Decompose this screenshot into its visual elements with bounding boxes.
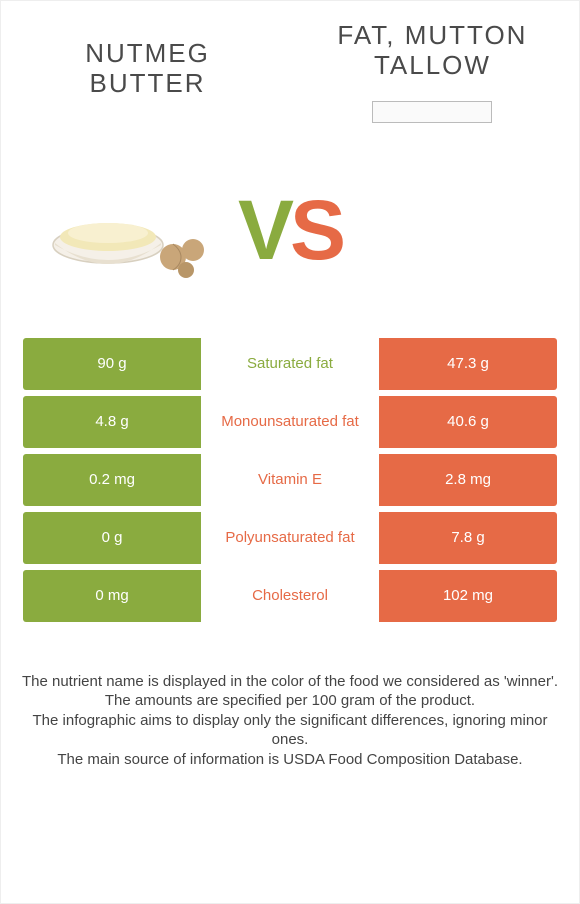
food-image-left xyxy=(38,170,218,290)
nutrient-name: Cholesterol xyxy=(201,570,379,622)
table-row: 0 g Polyunsaturated fat 7.8 g xyxy=(23,512,557,564)
note-line: The main source of information is USDA F… xyxy=(21,750,559,770)
right-value: 102 mg xyxy=(379,570,557,622)
right-value: 7.8 g xyxy=(379,512,557,564)
table-row: 0 mg Cholesterol 102 mg xyxy=(23,570,557,622)
table-row: 4.8 g Monounsaturated fat 40.6 g xyxy=(23,396,557,448)
table-row: 90 g Saturated fat 47.3 g xyxy=(23,338,557,390)
left-value: 90 g xyxy=(23,338,201,390)
bowl-icon xyxy=(43,175,213,285)
food-title-left-wrap: Nutmeg butter xyxy=(31,21,264,123)
nutrient-name: Saturated fat xyxy=(201,338,379,390)
food-title-left: Nutmeg butter xyxy=(31,39,264,99)
right-value: 2.8 mg xyxy=(379,454,557,506)
vs-v: V xyxy=(238,183,290,277)
note-line: The nutrient name is displayed in the co… xyxy=(21,672,559,692)
food-title-right-wrap: Fat, mutton tallow xyxy=(316,21,549,123)
note-line: The infographic aims to display only the… xyxy=(21,711,559,750)
nutrient-name: Vitamin E xyxy=(201,454,379,506)
note-line: The amounts are specified per 100 gram o… xyxy=(21,691,559,711)
table-row: 0.2 mg Vitamin E 2.8 mg xyxy=(23,454,557,506)
left-value: 0 mg xyxy=(23,570,201,622)
header: Nutmeg butter Fat, mutton tallow xyxy=(1,1,579,133)
comparison-table: 90 g Saturated fat 47.3 g 4.8 g Monounsa… xyxy=(1,338,579,622)
nutrient-name: Monounsaturated fat xyxy=(201,396,379,448)
vs-row: VS xyxy=(1,143,579,318)
image-placeholder-right xyxy=(372,101,492,123)
left-value: 0 g xyxy=(23,512,201,564)
footnotes: The nutrient name is displayed in the co… xyxy=(1,622,579,770)
nutrient-name: Polyunsaturated fat xyxy=(201,512,379,564)
left-value: 4.8 g xyxy=(23,396,201,448)
food-image-right-spacer xyxy=(362,170,542,290)
left-value: 0.2 mg xyxy=(23,454,201,506)
vs-s: S xyxy=(290,183,342,277)
right-value: 47.3 g xyxy=(379,338,557,390)
food-title-right: Fat, mutton tallow xyxy=(316,21,549,81)
vs-label: VS xyxy=(238,188,342,272)
right-value: 40.6 g xyxy=(379,396,557,448)
